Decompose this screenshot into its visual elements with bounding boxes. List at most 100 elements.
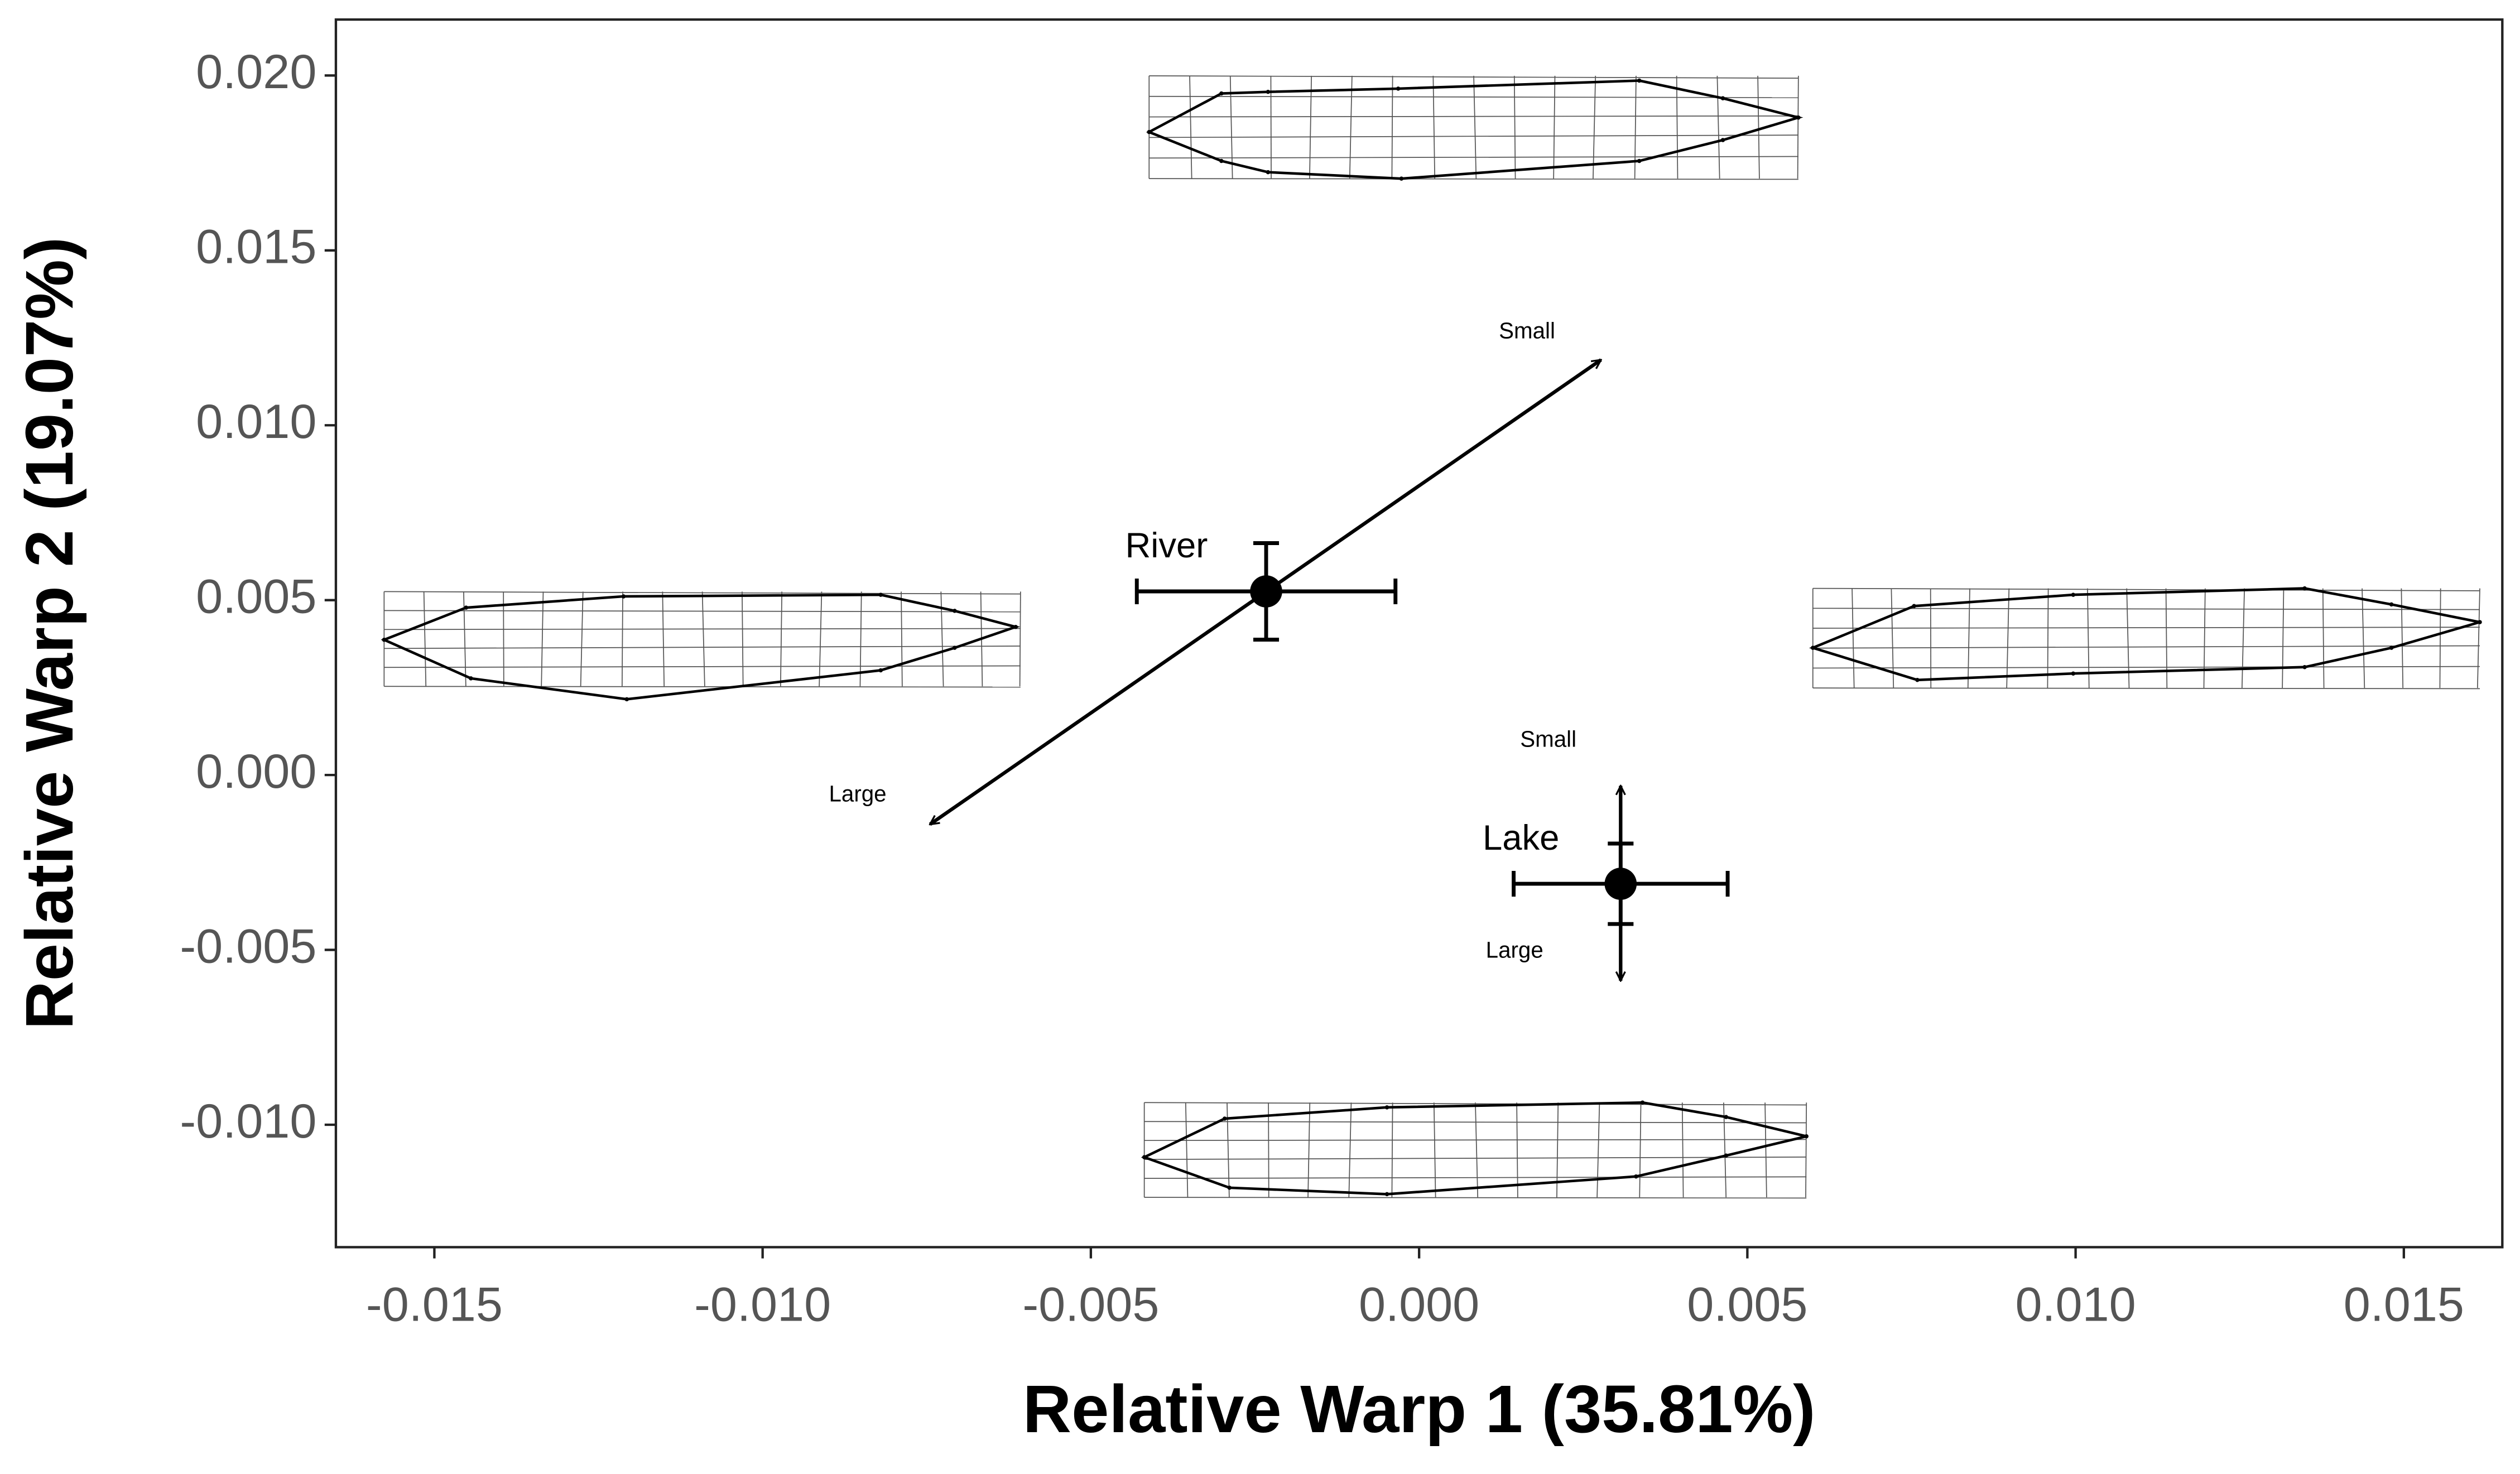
landmark [2389,646,2394,650]
grid-cell-line [1144,1157,1807,1160]
grid-cell-line [2476,588,2480,688]
grid-cell-line [859,591,862,687]
landmark [2071,593,2076,597]
grid-cell-line [2241,588,2245,688]
grid-cell-line [1349,75,1353,179]
landmark [1637,158,1642,163]
landmark [1222,1116,1227,1121]
y-tick-label: 0.000 [196,745,316,798]
landmark [1227,1186,1232,1190]
x-tick-label: 0.000 [1359,1278,1479,1332]
landmark [953,646,957,650]
grid-cell-line [780,591,783,687]
grid-cell-line [1268,1102,1269,1198]
x-tick-label: 0.005 [1687,1278,1807,1332]
grid-cell-line [1144,1121,1807,1124]
landmark [1724,1153,1728,1158]
arrow-label: Small [1520,726,1576,752]
grid-cell-line [1681,1102,1684,1198]
landmark [1637,78,1642,83]
grid-cell-line [819,591,823,687]
landmark [1796,115,1801,120]
grid-cell-line [1851,588,1855,688]
grid-cell-line [1716,75,1720,179]
landmark [1640,1100,1645,1105]
landmark [1384,1105,1389,1110]
grid-cell-line [1812,587,2480,591]
y-tick-label: -0.010 [180,1095,316,1148]
grid-cell-line [1432,75,1436,179]
grid-cell-line [1307,1102,1311,1198]
grid-cell-line [541,591,544,687]
grid-cell-line [1144,1197,1807,1199]
y-tick-label: -0.005 [180,919,316,973]
grid-cell-line [1227,1102,1230,1198]
grid-cell-line [1757,75,1760,179]
grid-cell-line [1149,75,1798,79]
landmark [1013,624,1018,629]
grid-cell-line [1473,75,1477,179]
x-axis-title: Relative Warp 1 (35.81%) [1023,1371,1816,1447]
grid-cell-line [2401,588,2404,688]
grid-cell-line [1144,1102,1807,1106]
grid-cell-line [1149,115,1798,118]
landmark [1915,678,1920,682]
grid-cell-line [1149,134,1798,138]
grid-cell-line [940,591,944,687]
grid-cell-line [662,591,665,687]
grid-cell-line [1812,627,2480,629]
grid-cell-line [384,646,1021,649]
x-tick-label: -0.005 [1022,1278,1159,1332]
grid-cell-line [384,686,1021,688]
landmark [1219,158,1224,163]
y-tick-label: 0.020 [196,45,316,99]
grid-cell-line [1593,75,1596,179]
landmark [464,605,468,610]
point [1250,575,1282,608]
grid-cell-line [1812,666,2480,669]
grid-cell-line [1967,588,1970,688]
grid-cell-line [2047,588,2049,688]
landmark [1804,1134,1809,1139]
grid-cell-line [2165,588,2168,688]
landmark [1219,91,1224,96]
landmark [878,668,883,673]
grid-cell-line [384,610,1021,613]
landmark [1147,129,1152,134]
grid-cell-line [2362,588,2365,688]
landmark [1384,1192,1389,1197]
arrow-label: Small [1499,318,1555,344]
grid-cell-line [1149,95,1798,98]
x-tick-label: 0.015 [2344,1278,2464,1332]
outline [1809,587,2480,682]
grid-cell-line [1348,1102,1352,1198]
grid-cell-line [621,591,623,687]
landmark [1266,170,1271,175]
landmark [1634,1174,1638,1179]
grid-cell-line [1812,608,2480,610]
grid-cell-line [2006,588,2010,688]
grid-cell-line [1553,75,1556,179]
landmark [621,594,626,599]
grid-cell-line [1185,1102,1189,1198]
grid-cell-line [901,591,903,687]
grid-cell-line [384,665,1021,668]
grid-cell-line [2322,588,2325,688]
grid-cell-line [1764,1102,1767,1198]
grid-cell-line [1812,645,2480,649]
grid-cell-line [701,591,705,687]
landmark [2478,620,2482,624]
grid-cell-line [1144,1139,1807,1141]
x-tick-label: -0.010 [694,1278,831,1332]
landmark [1720,138,1725,142]
landmark [2389,602,2394,607]
grid-cell-line [384,628,1021,630]
y-axis-title: Relative Warp 2 (19.07%) [11,237,87,1030]
deformation-grids [381,75,2482,1199]
landmark [624,697,629,702]
grid-cell-line [1723,1102,1727,1198]
grid-cell-line [1596,1102,1600,1198]
grid-cell-line [503,591,504,687]
point-label: Lake [1483,818,1559,858]
